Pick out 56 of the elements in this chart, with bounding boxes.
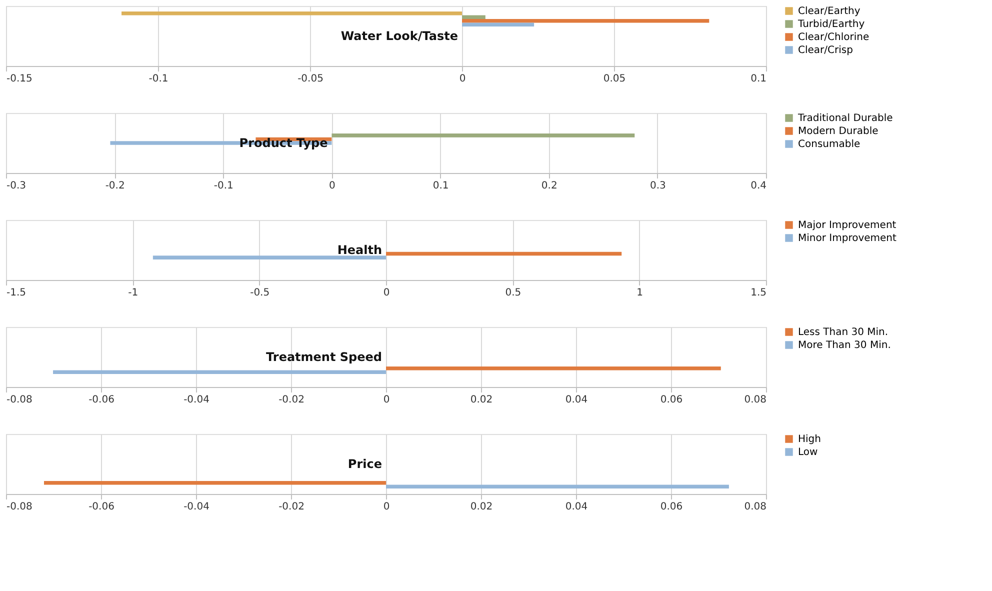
- text: Consumable: [798, 139, 860, 150]
- x-tick-label: 0.06: [660, 502, 683, 512]
- x-tick-label: 0.1: [750, 74, 766, 84]
- x-tick-label: 0: [383, 288, 390, 298]
- x-tick-label: -0.02: [278, 394, 304, 406]
- x-tick-label: -1: [128, 288, 138, 298]
- x-tick-label: 0.3: [650, 180, 666, 192]
- x-tick-label: 0.06: [660, 394, 683, 406]
- x-tick-label: 1: [636, 288, 644, 298]
- x-tick-label: -1.5: [6, 288, 26, 298]
- x-tick-label: -0.2: [105, 180, 125, 192]
- y-tick-label: Water Look/Taste: [340, 29, 458, 43]
- legend-label: Major Improvement: [798, 220, 896, 231]
- y-tick-label: Health: [337, 243, 382, 257]
- x-tick-label: -0.1: [214, 180, 234, 192]
- x-tick-label: 0.08: [744, 394, 766, 406]
- x-tick-label: -0.06: [88, 394, 114, 406]
- x-tick-label: -0.3: [6, 180, 26, 192]
- text: More Than 30 Min.: [798, 340, 891, 351]
- y-tick-label: Price: [348, 457, 382, 471]
- x-tick-label: -0.02: [278, 502, 304, 512]
- x-tick-label: 0.05: [603, 74, 626, 84]
- x-tick-label: 0.02: [470, 394, 493, 406]
- legend-label: Minor Improvement: [798, 233, 896, 244]
- x-tick-label: -0.06: [88, 502, 114, 512]
- x-tick-label: 0.4: [750, 180, 766, 192]
- text: Modern Durable: [798, 126, 878, 137]
- legend-label: Low: [798, 447, 818, 458]
- x-tick-label: 0.1: [432, 180, 449, 192]
- x-tick-label: 0.04: [565, 502, 588, 512]
- x-tick-label: -0.08: [6, 394, 32, 406]
- text: Less Than 30 Min.: [798, 327, 888, 338]
- text: Traditional Durable: [797, 113, 893, 124]
- x-tick-label: 0: [329, 180, 336, 192]
- x-tick-label: -0.5: [250, 288, 270, 298]
- x-tick-label: 0: [383, 502, 390, 512]
- x-tick-label: 1.5: [750, 288, 766, 298]
- x-tick-label: -0.15: [6, 74, 32, 84]
- legend-label: Clear/Crisp: [798, 45, 853, 56]
- x-tick-label: 0.2: [541, 180, 558, 192]
- x-tick-label: -0.08: [6, 502, 32, 512]
- x-tick-label: -0.1: [148, 74, 168, 84]
- x-tick-label: 0.04: [565, 394, 588, 406]
- y-tick-label: Treatment Speed: [266, 350, 382, 364]
- x-tick-label: 0: [383, 394, 390, 406]
- x-tick-label: 0: [459, 74, 466, 84]
- legend-label: High: [798, 434, 821, 445]
- legend-label: Clear/Chlorine: [798, 32, 870, 43]
- x-tick-label: 0.02: [470, 502, 493, 512]
- x-tick-label: -0.04: [184, 394, 210, 406]
- x-tick-label: -0.05: [298, 74, 324, 84]
- x-tick-label: 0.08: [744, 502, 766, 512]
- legend-label: Turbid/Earthy: [797, 19, 865, 30]
- legend-label: Clear/Earthy: [798, 6, 860, 17]
- x-tick-label: 0.5: [505, 288, 522, 298]
- x-tick-label: -0.04: [184, 502, 210, 512]
